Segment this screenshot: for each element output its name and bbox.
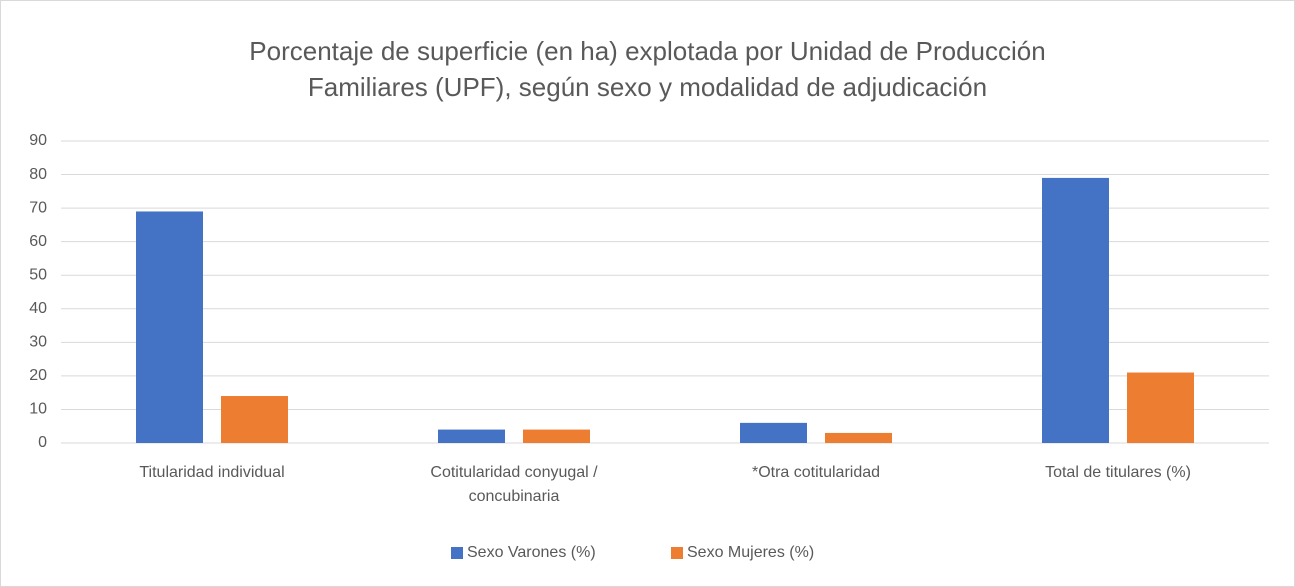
y-tick-label: 20 xyxy=(29,367,47,384)
legend-label: Sexo Mujeres (%) xyxy=(687,544,814,561)
y-tick-label: 10 xyxy=(29,401,47,418)
bar xyxy=(825,432,892,443)
x-tick-label: Titularidad individual xyxy=(139,464,285,481)
x-tick-label: Total de titulares (%) xyxy=(1045,464,1191,481)
bar xyxy=(438,429,505,443)
y-tick-label: 90 xyxy=(29,132,47,149)
bar xyxy=(221,396,288,443)
y-tick-label: 30 xyxy=(29,334,47,351)
y-tick-label: 0 xyxy=(38,434,47,451)
legend-label: Sexo Varones (%) xyxy=(467,544,596,561)
bar xyxy=(136,211,203,443)
legend-swatch xyxy=(451,547,463,559)
legend-swatch xyxy=(671,547,683,559)
y-tick-label: 40 xyxy=(29,300,47,317)
chart-title: Porcentaje de superficie (en ha) explota… xyxy=(249,36,1046,102)
y-tick-label: 70 xyxy=(29,199,47,216)
x-tick-label: *Otra cotitularidad xyxy=(751,464,881,481)
y-tick-label: 80 xyxy=(29,166,47,183)
bar xyxy=(523,429,590,443)
y-tick-label: 50 xyxy=(29,266,47,283)
y-tick-label: 60 xyxy=(29,233,47,250)
bar xyxy=(1127,372,1194,443)
x-tick-label: Cotitularidad conyugal / concubinaria xyxy=(430,464,598,505)
chart-title-box: Porcentaje de superficie (en ha) explota… xyxy=(1,33,1294,105)
bar xyxy=(1042,177,1109,443)
bar xyxy=(740,422,807,443)
